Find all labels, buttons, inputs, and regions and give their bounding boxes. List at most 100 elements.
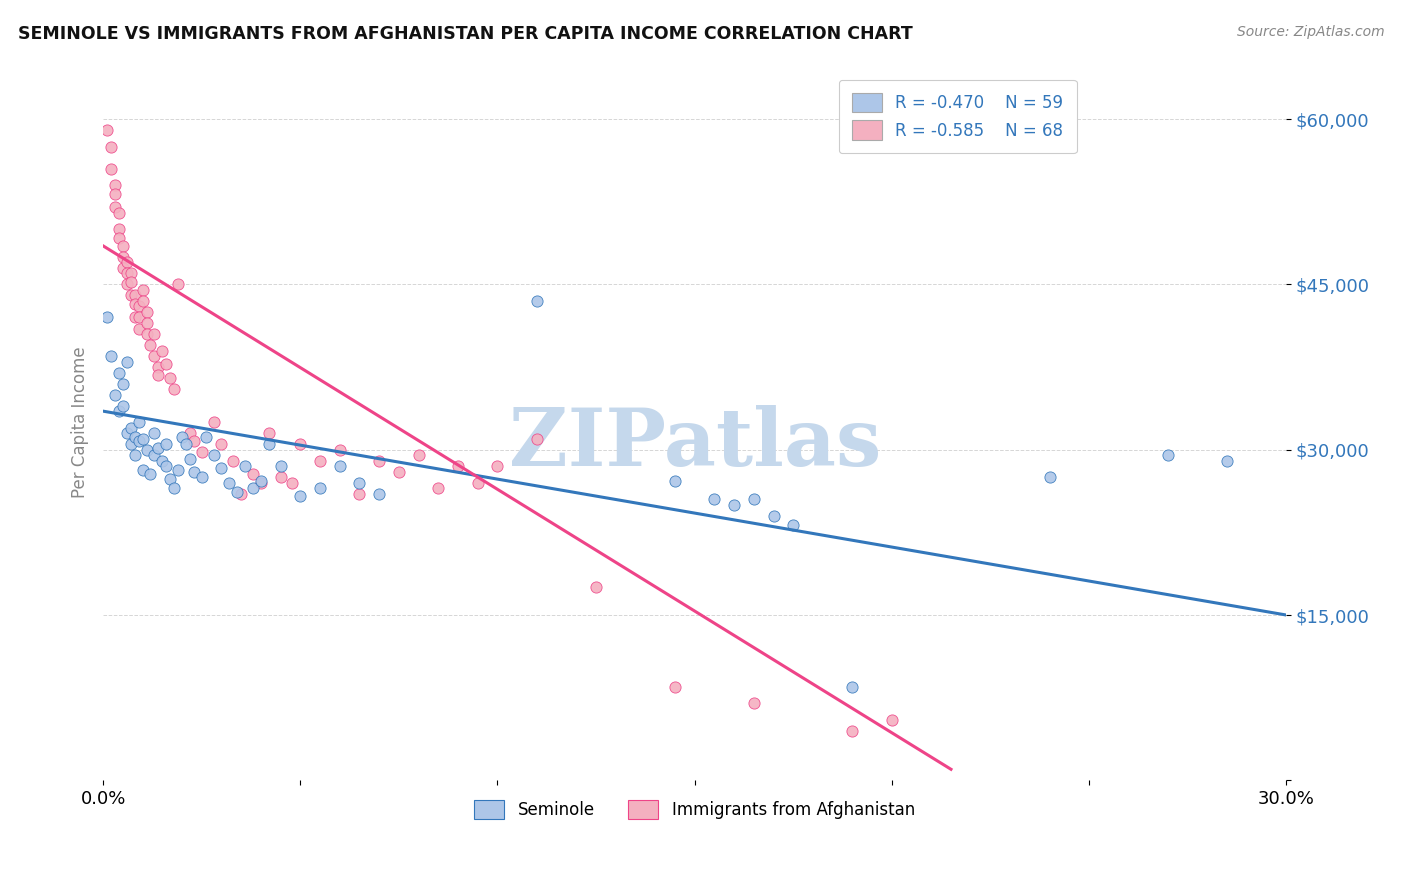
Point xyxy=(194,429,217,443)
Point xyxy=(148,368,170,382)
Point xyxy=(115,426,138,441)
Point xyxy=(143,326,166,341)
Point xyxy=(329,459,352,474)
Point xyxy=(128,310,150,325)
Point xyxy=(170,429,193,443)
Point xyxy=(368,487,391,501)
Point xyxy=(226,484,249,499)
Point xyxy=(100,139,122,153)
Point xyxy=(115,277,138,292)
Point xyxy=(309,481,332,495)
Point xyxy=(159,371,181,385)
Point xyxy=(585,581,607,595)
Point xyxy=(155,437,177,451)
Point xyxy=(163,382,186,396)
Point xyxy=(143,448,166,462)
Point xyxy=(120,275,142,289)
Point xyxy=(270,459,292,474)
Point xyxy=(120,267,142,281)
Point xyxy=(148,360,170,375)
Point xyxy=(108,231,131,245)
Point xyxy=(135,326,157,341)
Point xyxy=(163,481,186,495)
Point xyxy=(202,415,225,429)
Point xyxy=(115,255,138,269)
Point xyxy=(111,376,134,391)
Point xyxy=(159,473,181,487)
Point xyxy=(190,470,212,484)
Point xyxy=(148,441,170,455)
Point xyxy=(155,459,177,474)
Point xyxy=(1038,470,1060,484)
Point xyxy=(143,349,166,363)
Point xyxy=(135,442,157,457)
Point xyxy=(202,448,225,462)
Point xyxy=(167,462,190,476)
Point xyxy=(104,200,127,214)
Point xyxy=(467,475,489,490)
Point xyxy=(408,448,430,462)
Point xyxy=(131,462,153,476)
Point xyxy=(96,310,118,325)
Point xyxy=(100,349,122,363)
Point xyxy=(155,357,177,371)
Point xyxy=(742,492,765,507)
Point xyxy=(1157,448,1180,462)
Text: ZIPatlas: ZIPatlas xyxy=(509,405,880,483)
Point xyxy=(96,123,118,137)
Point xyxy=(179,451,201,466)
Point xyxy=(222,454,245,468)
Point xyxy=(150,454,173,468)
Point xyxy=(782,517,804,532)
Point xyxy=(150,343,173,358)
Point xyxy=(111,260,134,275)
Point xyxy=(131,293,153,308)
Point xyxy=(111,399,134,413)
Point xyxy=(183,434,205,448)
Point xyxy=(128,321,150,335)
Point xyxy=(128,300,150,314)
Text: SEMINOLE VS IMMIGRANTS FROM AFGHANISTAN PER CAPITA INCOME CORRELATION CHART: SEMINOLE VS IMMIGRANTS FROM AFGHANISTAN … xyxy=(18,25,912,43)
Point xyxy=(120,420,142,434)
Point xyxy=(120,437,142,451)
Point xyxy=(841,723,863,738)
Point xyxy=(115,354,138,368)
Point xyxy=(174,437,197,451)
Point xyxy=(209,461,232,475)
Point xyxy=(120,288,142,302)
Point xyxy=(290,489,312,503)
Point xyxy=(124,310,146,325)
Point xyxy=(124,448,146,462)
Point xyxy=(124,429,146,443)
Point xyxy=(209,437,232,451)
Point xyxy=(281,475,304,490)
Point xyxy=(131,432,153,446)
Point xyxy=(250,474,273,488)
Point xyxy=(139,338,162,352)
Point xyxy=(664,474,686,488)
Point xyxy=(242,467,264,481)
Point xyxy=(108,366,131,380)
Point xyxy=(115,267,138,281)
Point xyxy=(447,459,470,474)
Point xyxy=(111,239,134,253)
Point xyxy=(179,426,201,441)
Point xyxy=(231,487,253,501)
Y-axis label: Per Capita Income: Per Capita Income xyxy=(72,346,89,498)
Point xyxy=(108,404,131,418)
Point xyxy=(526,293,548,308)
Point xyxy=(349,487,371,501)
Point xyxy=(290,437,312,451)
Point xyxy=(841,680,863,694)
Point xyxy=(104,187,127,202)
Point xyxy=(270,470,292,484)
Point xyxy=(233,459,256,474)
Point xyxy=(139,467,162,481)
Point xyxy=(742,696,765,710)
Point xyxy=(183,465,205,479)
Point xyxy=(309,454,332,468)
Point xyxy=(762,508,785,523)
Point xyxy=(131,283,153,297)
Point xyxy=(108,206,131,220)
Point xyxy=(104,387,127,401)
